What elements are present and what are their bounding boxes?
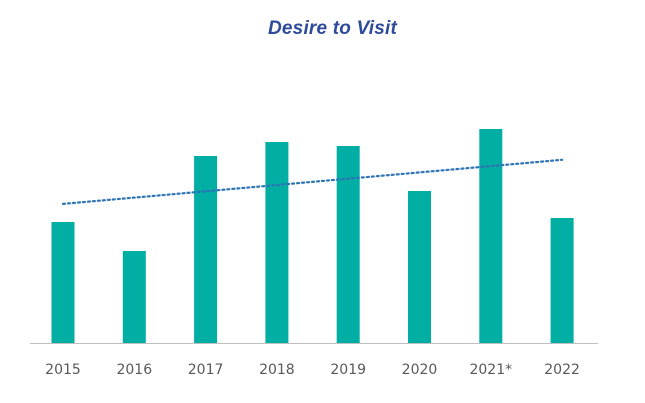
x-tick-label: 2022: [544, 362, 580, 378]
bar-2016: [122, 251, 146, 343]
bar-2019: [336, 146, 360, 343]
x-tick-label: 2021*: [469, 362, 512, 378]
x-tick-label: 2020: [402, 362, 438, 378]
bar-2021*: [479, 129, 503, 343]
x-tick-label: 2019: [330, 362, 366, 378]
x-tick-label: 2018: [259, 362, 295, 378]
bar-2018: [265, 142, 289, 343]
bar-2017: [194, 156, 218, 343]
bar-2015: [51, 222, 75, 343]
x-tick-label: 2017: [188, 362, 224, 378]
x-tick-label: 2016: [116, 362, 152, 378]
trendline: [61, 158, 564, 205]
x-tick-label: 2015: [45, 362, 81, 378]
bar-2022: [550, 218, 574, 343]
bar-2020: [408, 191, 431, 343]
chart-title: Desire to Visit: [267, 18, 397, 39]
